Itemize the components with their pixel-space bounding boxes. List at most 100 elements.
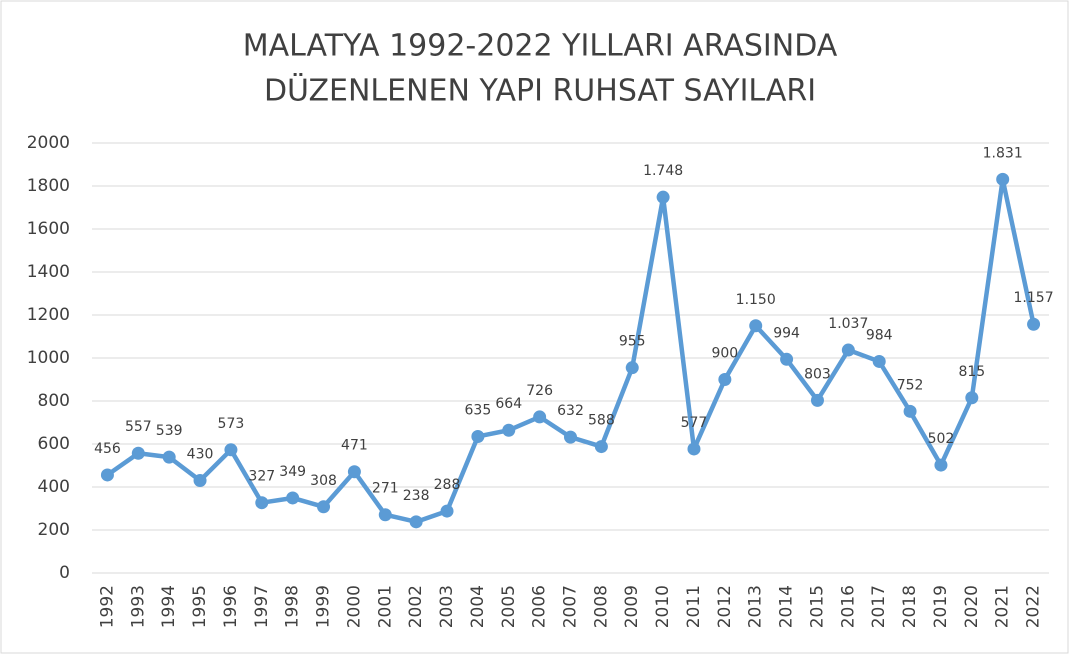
x-tick-label: 2019 xyxy=(931,585,951,628)
x-tick-label: 2016 xyxy=(838,585,858,628)
point xyxy=(317,500,331,514)
data-label: 557 xyxy=(125,419,152,435)
point xyxy=(564,430,577,444)
point xyxy=(440,504,454,518)
data-label: 588 xyxy=(588,413,615,429)
x-tick-label: 1992 xyxy=(97,585,117,628)
x-tick-label: 2009 xyxy=(622,585,642,628)
data-label: 752 xyxy=(897,377,924,393)
y-tick-label: 2000 xyxy=(27,133,70,153)
y-tick-label: 1600 xyxy=(27,219,70,239)
data-label: 1.831 xyxy=(983,145,1023,161)
x-tick-label: 1995 xyxy=(190,585,210,628)
data-label: 726 xyxy=(526,383,553,399)
data-label: 471 xyxy=(341,438,368,454)
y-tick-label: 1000 xyxy=(27,348,70,368)
y-tick-label: 600 xyxy=(38,434,70,454)
x-tick-label: 2011 xyxy=(684,585,704,628)
x-tick-label: 2018 xyxy=(900,585,920,628)
x-tick-label: 2014 xyxy=(777,585,797,628)
point xyxy=(872,354,886,368)
point xyxy=(965,391,979,405)
data-label: 955 xyxy=(619,334,646,350)
x-tick-label: 2000 xyxy=(344,585,364,628)
point xyxy=(347,465,361,479)
point xyxy=(471,429,485,443)
data-label: 803 xyxy=(804,366,831,382)
x-tick-label: 2006 xyxy=(530,585,550,628)
y-tick-label: 400 xyxy=(38,477,70,497)
data-label: 573 xyxy=(218,416,245,432)
point xyxy=(934,458,948,472)
y-tick-label: 0 xyxy=(59,563,70,583)
point xyxy=(100,468,114,482)
x-tick-label: 2004 xyxy=(468,585,488,628)
data-label: 632 xyxy=(557,403,584,419)
x-tick-label: 2008 xyxy=(591,585,611,628)
point xyxy=(810,393,824,407)
point xyxy=(594,440,608,454)
x-tick-label: 2005 xyxy=(499,585,519,628)
y-tick-label: 200 xyxy=(38,520,70,540)
x-tick-label: 2012 xyxy=(715,585,735,628)
data-label: 349 xyxy=(279,464,306,480)
point xyxy=(409,515,423,529)
point xyxy=(841,343,855,357)
chart-title: DÜZENLENEN YAPI RUHSAT SAYILARI xyxy=(264,73,816,109)
x-tick-label: 2013 xyxy=(746,585,766,628)
point xyxy=(903,404,917,418)
data-label: 1.157 xyxy=(1014,290,1054,306)
x-tick-label: 1997 xyxy=(252,585,272,628)
point xyxy=(656,190,670,204)
point xyxy=(625,361,639,375)
x-tick-label: 1999 xyxy=(314,585,334,628)
point xyxy=(162,450,176,464)
point xyxy=(131,446,145,460)
chart-title: MALATYA 1992-2022 YILLARI ARASINDA xyxy=(243,29,838,64)
data-label: 984 xyxy=(866,327,893,343)
data-label: 430 xyxy=(187,447,214,463)
data-label: 327 xyxy=(248,469,275,485)
point xyxy=(255,496,269,510)
data-label: 539 xyxy=(156,423,183,439)
data-label: 635 xyxy=(465,402,492,418)
data-label: 900 xyxy=(711,346,738,362)
point xyxy=(378,508,392,522)
data-label: 1.150 xyxy=(736,292,776,308)
y-tick-label: 800 xyxy=(38,391,70,411)
point xyxy=(1027,317,1041,331)
data-label: 577 xyxy=(681,415,708,431)
data-label: 815 xyxy=(958,364,985,380)
point xyxy=(286,491,300,505)
x-tick-label: 1993 xyxy=(128,585,148,628)
data-label: 308 xyxy=(310,473,337,489)
data-label: 271 xyxy=(372,481,399,497)
x-tick-label: 2010 xyxy=(653,585,673,628)
data-label: 238 xyxy=(403,488,430,504)
x-tick-label: 2002 xyxy=(406,585,426,628)
x-tick-label: 2015 xyxy=(807,585,827,628)
data-label: 456 xyxy=(94,441,121,457)
point xyxy=(718,373,732,386)
point xyxy=(533,410,547,424)
x-tick-label: 2001 xyxy=(375,585,395,628)
data-label: 288 xyxy=(434,477,461,493)
y-tick-label: 1800 xyxy=(27,176,70,196)
y-tick-label: 1200 xyxy=(27,305,70,325)
y-tick-label: 1400 xyxy=(27,262,70,282)
data-label: 1.037 xyxy=(828,316,868,332)
x-tick-label: 2017 xyxy=(869,585,889,628)
data-label: 502 xyxy=(928,431,955,447)
point xyxy=(224,443,238,457)
x-tick-label: 2021 xyxy=(993,585,1013,628)
x-tick-label: 2022 xyxy=(1024,585,1044,628)
data-label: 664 xyxy=(495,396,522,412)
data-label: 994 xyxy=(773,325,800,341)
x-tick-label: 2020 xyxy=(962,585,982,628)
data-label: 1.748 xyxy=(643,163,683,179)
point xyxy=(996,172,1010,186)
x-tick-label: 1996 xyxy=(221,585,241,628)
point xyxy=(193,474,207,488)
point xyxy=(502,423,516,437)
